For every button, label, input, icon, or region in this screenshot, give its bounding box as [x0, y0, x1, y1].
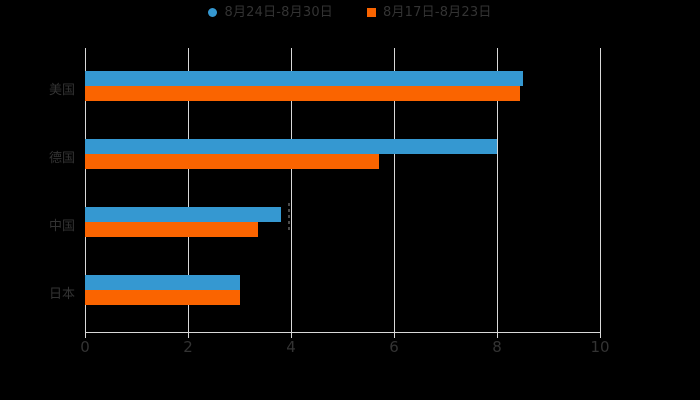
- x-tick-label-0: 0: [80, 338, 90, 356]
- row-marker-icon: [288, 203, 291, 233]
- bar-中国-series-2[interactable]: [85, 222, 258, 237]
- y-axis-label-日本: 日本: [48, 287, 75, 302]
- x-tick-mark-0: [85, 332, 86, 338]
- legend-label-series-1: 8月24日-8月30日: [224, 5, 333, 20]
- x-tick-label-8: 8: [492, 338, 502, 356]
- x-tick-mark-4: [291, 332, 292, 338]
- x-tick-label-4: 4: [286, 338, 296, 356]
- bar-日本-series-2[interactable]: [85, 290, 240, 305]
- gridline-10: [600, 48, 601, 332]
- gridline-4: [291, 48, 292, 332]
- chart-legend: 8月24日-8月30日 8月17日-8月23日: [0, 6, 700, 19]
- gridline-8: [497, 48, 498, 332]
- bar-德国-series-2[interactable]: [85, 154, 379, 169]
- y-axis-label-美国: 美国: [48, 83, 75, 98]
- y-axis-label-中国: 中国: [48, 219, 75, 234]
- x-tick-label-6: 6: [389, 338, 399, 356]
- x-tick-label-2: 2: [183, 338, 193, 356]
- gridline-2: [188, 48, 189, 332]
- gridline-6: [394, 48, 395, 332]
- bar-美国-series-2[interactable]: [85, 86, 521, 101]
- legend-circle-marker-icon: [208, 8, 218, 17]
- x-tick-mark-8: [497, 332, 498, 338]
- x-tick-mark-10: [600, 332, 601, 338]
- bar-中国-series-1[interactable]: [85, 207, 281, 222]
- legend-item-series-1[interactable]: 8月24日-8月30日: [208, 6, 333, 19]
- x-tick-mark-2: [188, 332, 189, 338]
- x-tick-mark-6: [394, 332, 395, 338]
- x-tick-label-10: 10: [590, 338, 610, 356]
- x-axis-line: [85, 332, 601, 333]
- plot-area: [85, 48, 601, 332]
- bar-美国-series-1[interactable]: [85, 71, 523, 86]
- bar-日本-series-1[interactable]: [85, 275, 240, 290]
- y-axis-label-德国: 德国: [48, 151, 75, 166]
- bar-德国-series-1[interactable]: [85, 139, 497, 154]
- legend-label-series-2: 8月17日-8月23日: [383, 5, 492, 20]
- gridline-0: [85, 48, 86, 332]
- legend-square-marker-icon: [367, 8, 376, 17]
- legend-item-series-2[interactable]: 8月17日-8月23日: [367, 6, 492, 19]
